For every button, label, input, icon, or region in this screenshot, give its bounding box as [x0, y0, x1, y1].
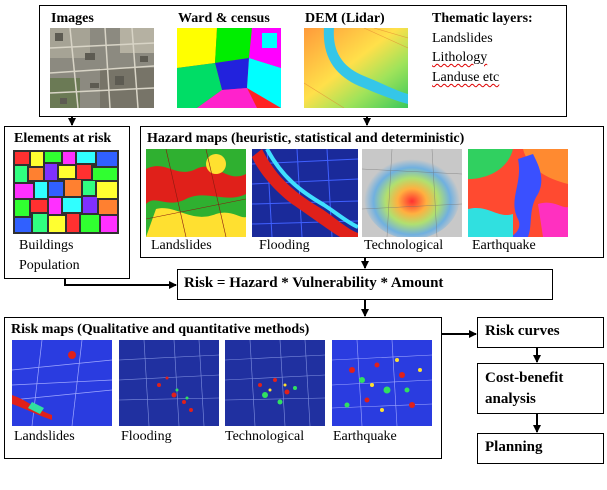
cost-benefit-label: Cost-benefit analysis: [485, 370, 564, 407]
aerial-image: [50, 28, 154, 108]
hazard-label-landslides: Landslides: [151, 238, 212, 253]
risk-curves-box: [477, 317, 604, 348]
risk-formula-box: [177, 269, 553, 300]
ward-census-title: Ward & census: [178, 11, 270, 26]
images-title: Images: [51, 11, 94, 26]
risk-maps-title: Risk maps (Qualitative and quantitative …: [11, 322, 310, 337]
thematic-item-lithology: Lithology: [432, 50, 488, 65]
elements-at-risk-map: [13, 150, 119, 234]
hazard-map-earthquake: [468, 149, 568, 237]
risk-map-technological: [225, 340, 325, 426]
risk-formula: Risk = Hazard * Vulnerability * Amount: [184, 275, 444, 291]
risk-map-earthquake: [332, 340, 432, 426]
elements-item-population: Population: [19, 258, 80, 273]
planning-box: [477, 433, 604, 464]
elements-at-risk-title: Elements at risk: [14, 131, 112, 146]
planning-label: Planning: [485, 439, 543, 455]
elements-item-buildings: Buildings: [19, 238, 74, 253]
hazard-map-flooding: [252, 149, 358, 237]
dem-lidar-title: DEM (Lidar): [305, 11, 385, 26]
dem-lidar-image: [304, 28, 408, 108]
ward-census-image: [177, 28, 281, 108]
hazard-label-flooding: Flooding: [259, 238, 310, 253]
risk-label-landslides: Landslides: [14, 429, 75, 444]
thematic-item-landuse: Landuse etc: [432, 70, 500, 85]
thematic-item-landslides: Landslides: [432, 31, 493, 46]
risk-map-flooding: [119, 340, 219, 426]
risk-label-flooding: Flooding: [121, 429, 172, 444]
risk-curves-label: Risk curves: [485, 323, 560, 339]
hazard-label-earthquake: Earthquake: [472, 238, 536, 253]
arrow-elements-to-risk: [64, 279, 177, 289]
hazard-maps-title: Hazard maps (heuristic, statistical and …: [147, 131, 465, 146]
hazard-map-technological: [362, 149, 462, 237]
hazard-map-landslides: [146, 149, 246, 237]
hazard-label-technological: Technological: [364, 238, 444, 253]
risk-label-earthquake: Earthquake: [333, 429, 397, 444]
cost-benefit-box: [477, 363, 604, 414]
risk-label-technological: Technological: [225, 429, 305, 444]
risk-map-landslides: [12, 340, 112, 426]
thematic-layers-title: Thematic layers:: [432, 11, 533, 26]
